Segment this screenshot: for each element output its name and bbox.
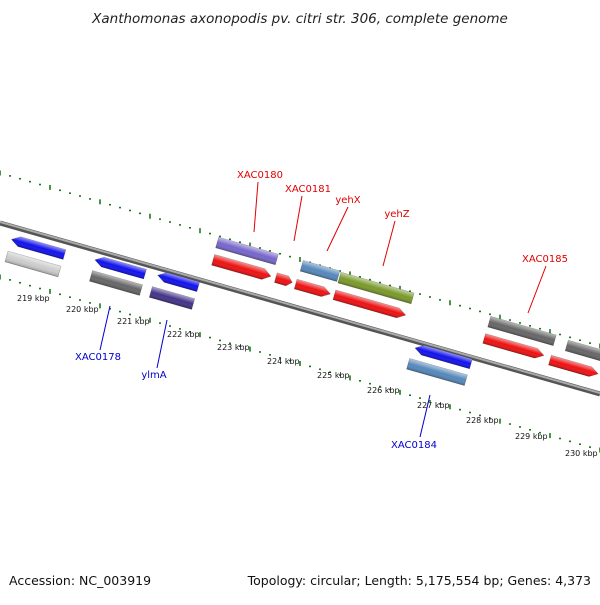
gene-label-xac0181[interactable]: XAC0181 — [285, 184, 331, 195]
gene-feature-ylma[interactable] — [148, 286, 196, 310]
gene-feature-xac0181[interactable] — [274, 272, 293, 287]
gene-feature-xac0177[interactable] — [10, 235, 67, 260]
gene-feature-xac0184[interactable] — [406, 358, 468, 386]
scale-label: 227 kbp — [417, 401, 450, 410]
scale-label: 224 kbp — [267, 357, 300, 366]
callout-line — [253, 181, 259, 233]
callout-line — [156, 319, 168, 369]
gene-labels: XAC0180 XAC0181 yehX yehZ XAC0185 XAC017… — [75, 170, 568, 451]
scale-labels: 219 kbp 220 kbp 221 kbp 222 kbp 223 kbp … — [17, 294, 598, 458]
gene-feature-gray-left[interactable] — [4, 250, 62, 278]
genome-title: Xanthomonas axonopodis pv. citri str. 30… — [91, 11, 508, 27]
lower-tick-track — [0, 274, 600, 453]
scale-label: 219 kbp — [17, 294, 50, 303]
gene-feature-red-3[interactable] — [332, 289, 407, 320]
scale-label: 222 kbp — [167, 330, 200, 339]
genome-summary-text: Topology: circular; Length: 5,175,554 bp… — [247, 573, 591, 588]
gene-feature-blue-2[interactable] — [94, 255, 147, 280]
callout-lines — [99, 181, 547, 438]
gene-feature-red-4[interactable] — [482, 333, 545, 361]
accession-text: Accession: NC_003919 — [9, 573, 152, 588]
gene-label-xac0180[interactable]: XAC0180 — [237, 170, 283, 181]
gene-label-xac0178[interactable]: XAC0178 — [75, 352, 121, 363]
scale-label: 226 kbp — [367, 386, 400, 395]
callout-line — [527, 265, 547, 314]
gene-feature-yehz[interactable] — [337, 271, 415, 305]
scale-label: 220 kbp — [66, 305, 99, 314]
callout-line — [382, 220, 396, 267]
gene-label-ylma[interactable]: ylmA — [141, 370, 166, 381]
gene-label-xac0184[interactable]: XAC0184 — [391, 440, 437, 451]
gene-label-xac0185[interactable]: XAC0185 — [522, 254, 568, 265]
scale-label: 225 kbp — [317, 371, 350, 380]
upper-tick-track — [0, 170, 600, 349]
scale-label: 230 kbp — [565, 449, 598, 458]
scale-label: 228 kbp — [466, 416, 499, 425]
gene-feature-blue-3[interactable] — [156, 270, 200, 292]
gene-feature-red-2[interactable] — [293, 278, 331, 298]
callout-line — [326, 206, 349, 252]
gene-feature-xac0180[interactable] — [215, 236, 279, 266]
gene-feature-gray-right[interactable] — [564, 339, 600, 363]
scale-label: 229 kbp — [515, 432, 548, 441]
callout-line — [99, 305, 111, 351]
gene-feature-blue-4[interactable] — [414, 343, 473, 370]
gene-feature-xac0178[interactable] — [89, 270, 143, 296]
gene-feature-xac0185[interactable] — [487, 316, 557, 346]
gene-feature-red-5[interactable] — [548, 354, 600, 378]
gene-feature-yehx[interactable] — [299, 260, 341, 282]
genome-backbone — [0, 220, 600, 397]
gene-feature-red-1[interactable] — [211, 254, 273, 281]
scale-label: 221 kbp — [117, 317, 150, 326]
scale-label: 223 kbp — [217, 343, 250, 352]
callout-line — [419, 394, 431, 438]
gene-label-yehz[interactable]: yehZ — [384, 209, 409, 220]
callout-line — [293, 195, 303, 242]
gene-features — [4, 235, 600, 386]
gene-label-yehx[interactable]: yehX — [335, 195, 360, 206]
